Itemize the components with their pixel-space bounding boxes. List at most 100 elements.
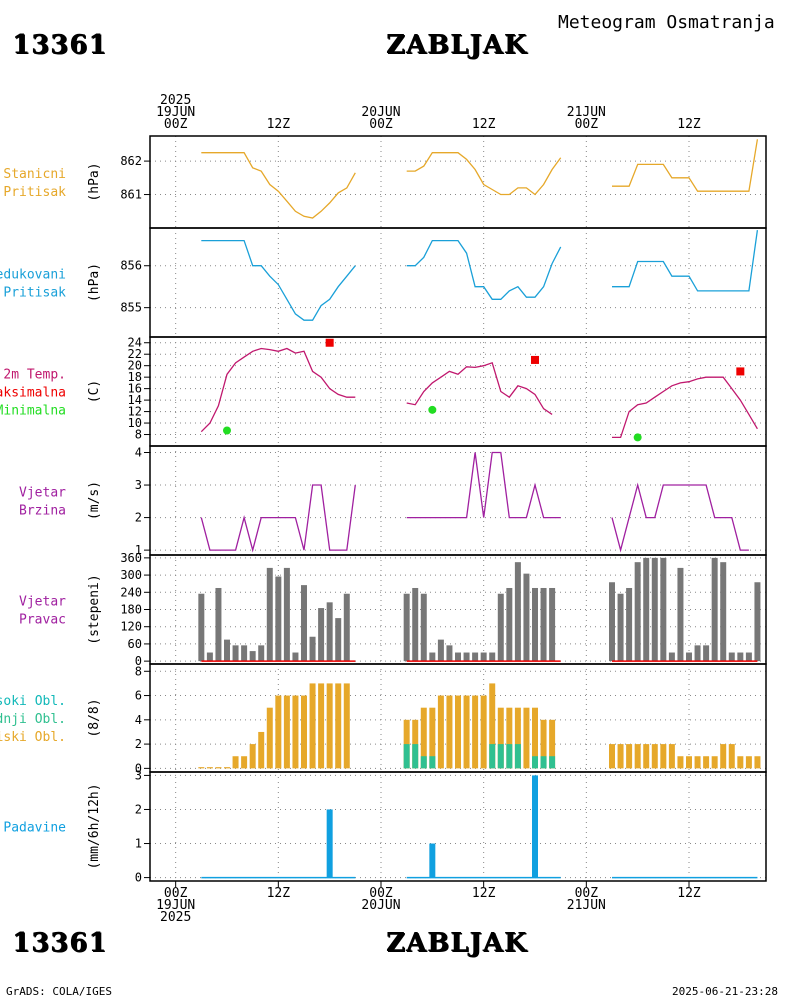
bottom-time-label: 12Z <box>677 886 701 901</box>
bar <box>258 731 265 769</box>
top-time-label: 12Z <box>472 117 496 132</box>
panel-label: Vjetar <box>19 595 66 610</box>
bar <box>420 756 427 769</box>
bar <box>626 744 633 769</box>
bottom-time-label: 12Z <box>267 886 291 901</box>
bar <box>463 652 470 662</box>
bar <box>677 756 684 769</box>
bar <box>215 767 222 769</box>
bar <box>540 719 547 769</box>
bar <box>489 652 496 662</box>
series-line <box>406 152 562 196</box>
y-tick-label: 2 <box>135 737 142 751</box>
bar <box>523 707 530 769</box>
bar <box>754 582 761 662</box>
y-tick-label: 8 <box>135 664 142 678</box>
y-tick-label: 1 <box>135 837 142 851</box>
unit-label: (m/s) <box>87 481 102 520</box>
panel-label: Maksimalna <box>0 386 66 401</box>
bar <box>343 593 350 662</box>
panel-wind-direction: 0 60 120 180 240 300 360 Vjetar Pravac (stepeni) <box>19 551 767 668</box>
unit-label: (mm/6h/12h) <box>87 783 102 869</box>
bar <box>643 744 650 769</box>
unit-label: (8/8) <box>87 698 102 737</box>
bar <box>694 645 701 662</box>
bar <box>549 587 556 662</box>
bar <box>301 695 307 769</box>
top-time-label: 19JUN <box>156 105 195 120</box>
bottom-time-label: 00Z <box>575 886 599 901</box>
y-tick-label: 180 <box>120 603 142 617</box>
bar <box>480 652 487 662</box>
bar <box>728 744 735 769</box>
bottom-time-label: 19JUN <box>156 898 195 913</box>
bar <box>455 695 461 769</box>
bar <box>318 683 325 769</box>
bar <box>335 618 342 662</box>
bar <box>326 683 333 769</box>
bar <box>668 744 675 769</box>
bar <box>437 639 444 662</box>
y-tick-label: 240 <box>120 585 142 599</box>
bottom-time-label: 12Z <box>472 886 496 901</box>
bar <box>318 608 325 662</box>
bar <box>249 651 256 662</box>
y-tick-label: 18 <box>128 370 142 384</box>
bar <box>429 756 436 769</box>
y-tick-label: 24 <box>128 336 142 350</box>
bar <box>532 775 538 878</box>
y-tick-label: 120 <box>120 620 142 634</box>
y-tick-label: 0 <box>135 871 142 885</box>
bar <box>634 562 641 662</box>
bar <box>326 602 333 662</box>
panel-label: Pravac <box>19 613 66 628</box>
y-tick-label: 6 <box>135 689 142 703</box>
bar <box>198 593 205 662</box>
panel-label: Stanicni <box>3 167 66 182</box>
series-line <box>611 482 749 553</box>
panel-label: Padavine <box>3 821 66 836</box>
bar <box>686 756 692 769</box>
bar <box>463 695 470 769</box>
panel-label: Pritisak <box>3 286 66 301</box>
y-tick-label: 16 <box>128 382 142 396</box>
bar <box>420 707 427 769</box>
y-tick-label: 4 <box>135 713 142 727</box>
bar <box>429 652 436 662</box>
series-line <box>200 347 356 433</box>
top-time-label: 12Z <box>677 117 701 132</box>
unit-label: (hPa) <box>87 162 102 201</box>
unit-label: (hPa) <box>87 263 102 302</box>
min-temp-marker <box>633 433 642 442</box>
top-time-label: 12Z <box>267 117 291 132</box>
bottom-time-label: 00Z <box>164 886 188 901</box>
bar <box>472 695 479 769</box>
bar <box>711 756 718 769</box>
max-temp-marker <box>736 367 745 376</box>
bar <box>523 573 530 662</box>
bar <box>668 652 675 662</box>
y-tick-label: 0 <box>135 761 142 775</box>
bar <box>472 652 479 662</box>
top-time-label: 00Z <box>575 117 599 132</box>
panel-precipitation: 0 1 2 3 Padavine (mm/6h/12h) <box>3 768 767 885</box>
bar <box>437 695 444 769</box>
bar <box>420 593 427 662</box>
y-tick-label: 360 <box>120 551 142 565</box>
bar <box>489 683 496 769</box>
bar <box>720 562 727 662</box>
bar <box>506 707 513 769</box>
bar <box>660 744 667 769</box>
bar <box>266 567 273 662</box>
bar <box>292 652 299 662</box>
bar <box>737 756 744 769</box>
y-tick-label: 0 <box>135 654 142 668</box>
y-tick-label: 3 <box>135 768 142 782</box>
panel-frame <box>149 227 767 338</box>
y-tick-label: 12 <box>128 405 142 419</box>
bar <box>343 683 350 769</box>
y-tick-label: 855 <box>120 301 142 315</box>
bar <box>258 645 265 662</box>
footer-credit: GrADS: COLA/IGES <box>6 985 112 998</box>
bar <box>703 756 710 769</box>
